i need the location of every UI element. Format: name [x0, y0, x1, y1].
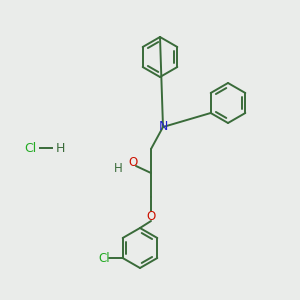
- Text: O: O: [146, 209, 156, 223]
- Text: H: H: [114, 161, 122, 175]
- Text: O: O: [128, 157, 138, 169]
- Text: Cl: Cl: [99, 251, 110, 265]
- Text: Cl: Cl: [24, 142, 36, 154]
- Text: H: H: [55, 142, 65, 154]
- Text: N: N: [158, 121, 168, 134]
